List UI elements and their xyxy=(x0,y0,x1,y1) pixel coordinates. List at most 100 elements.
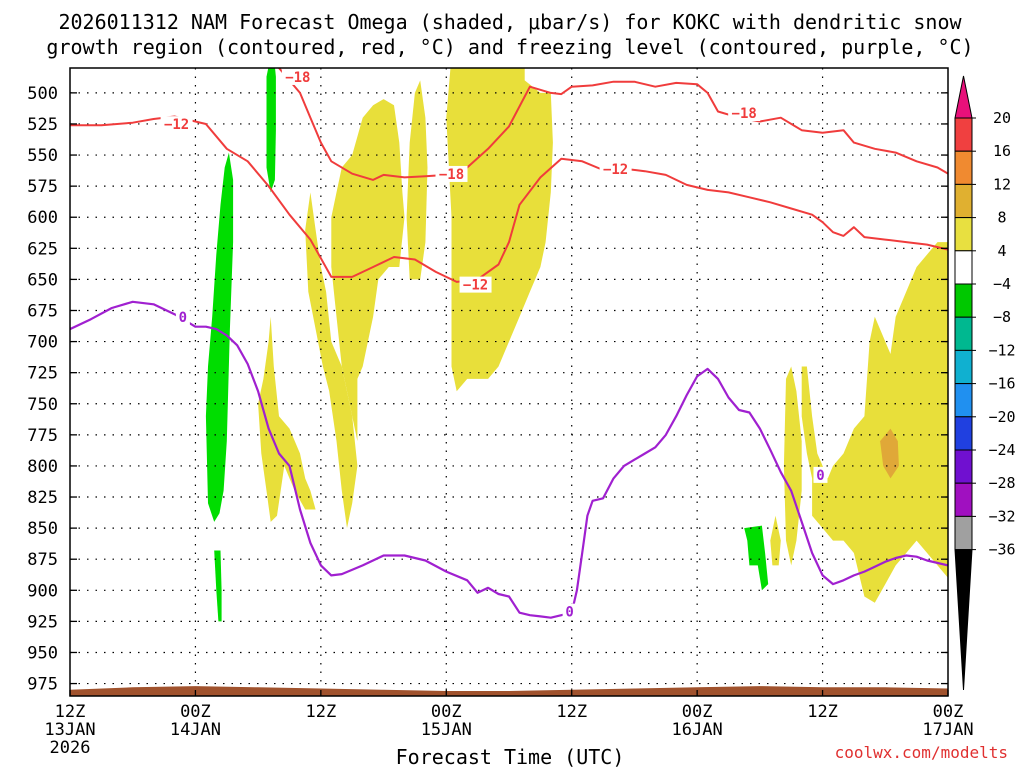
x-tick-label-60-1: 16JAN xyxy=(672,720,723,740)
x-tick-label-84-1: 17JAN xyxy=(922,720,973,740)
y-tick-label-800: 800 xyxy=(27,457,58,477)
colorbar-segment-1 xyxy=(954,150,973,185)
plot-area: −12 −18 −18 −12 −18 −12 0 0 0 xyxy=(69,67,949,697)
colorbar-label-1: 16 xyxy=(993,142,1011,160)
colorbar: 20 16 12 8 4 −4 −8 −12 −16 −20 −24 −28 −32 −36 xyxy=(954,75,1016,691)
dendritic-contour-label-0: −12 xyxy=(164,117,189,133)
colorbar-segment-7 xyxy=(954,349,973,385)
y-tick-label-750: 750 xyxy=(27,395,58,415)
chart-title-line-1: 2026011312 NAM Forecast Omega (shaded, μ… xyxy=(58,10,962,34)
omega-region-sinking-weak-4 xyxy=(258,316,316,522)
dendritic-contour-label-4: −18 xyxy=(732,106,757,122)
y-tick-label-575: 575 xyxy=(27,177,58,197)
colorbar-segment-0 xyxy=(954,117,973,152)
x-axis-label: Forecast Time (UTC) xyxy=(396,745,625,768)
colorbar-segment-12 xyxy=(954,515,973,551)
omega-region-rising-weak-0 xyxy=(266,68,276,193)
y-tick-label-700: 700 xyxy=(27,333,58,353)
colorbar-label-9: −20 xyxy=(988,408,1015,426)
x-tick-label-24-0: 12Z xyxy=(305,702,336,722)
y-tick-label-500: 500 xyxy=(27,84,58,104)
omega-region-sinking-weak-7 xyxy=(406,80,428,280)
x-tick-label-0-1: 13JAN xyxy=(44,720,95,740)
colorbar-label-6: −8 xyxy=(993,308,1011,326)
dendritic-contour-label-1: −18 xyxy=(285,70,310,86)
freezing-label-bg xyxy=(813,466,828,483)
colorbar-label-8: −16 xyxy=(988,375,1015,393)
y-tick-label-975: 975 xyxy=(27,675,58,695)
x-tick-label-84-0: 00Z xyxy=(933,702,964,722)
freezing-label-bg xyxy=(175,308,190,325)
chart-title-line-2: growth region (contoured, red, °C) and f… xyxy=(46,35,973,59)
dendritic-contour-label-3: −12 xyxy=(463,278,488,294)
y-tick-label-850: 850 xyxy=(27,519,58,539)
colorbar-segment-6 xyxy=(954,316,973,351)
x-tick-label-48-0: 12Z xyxy=(556,702,587,722)
x-tick-label-0-0: 12Z xyxy=(55,702,86,722)
freezing-level-label-0: 0 xyxy=(179,310,187,326)
colorbar-bottom-triangle xyxy=(954,549,973,691)
colorbar-segment-3 xyxy=(954,217,973,252)
x-tick-label-0-2: 2026 xyxy=(50,738,91,758)
colorbar-label-3: 8 xyxy=(997,209,1006,227)
y-tick-label-725: 725 xyxy=(27,364,58,384)
x-tick-label-72-0: 12Z xyxy=(807,702,838,722)
colorbar-segment-5 xyxy=(954,283,973,318)
colorbar-label-10: −24 xyxy=(988,441,1015,459)
plot-frame xyxy=(69,67,949,697)
omega-region-sinking-weak-11 xyxy=(770,515,781,566)
colorbar-segment-2 xyxy=(954,183,973,219)
contour-label-bg xyxy=(459,276,492,293)
grid-layer xyxy=(70,68,948,696)
omega-region-sinking-weak-8 xyxy=(446,68,553,392)
dendritic-contour-m18 xyxy=(278,68,948,181)
terrain-layer xyxy=(70,686,948,696)
x-tick-label-36-1: 15JAN xyxy=(421,720,472,740)
colorbar-label-12: −32 xyxy=(988,507,1015,525)
freezing-label-bg xyxy=(562,603,577,620)
omega-shading-layer xyxy=(205,68,948,622)
freezing-level-label-1: 0 xyxy=(565,605,573,621)
y-tick-label-650: 650 xyxy=(27,270,58,290)
y-tick-label-550: 550 xyxy=(27,146,58,166)
dendritic-contour-label-2: −18 xyxy=(439,167,464,183)
contour-label-bg xyxy=(281,68,314,85)
terrain-fill xyxy=(70,686,948,696)
colorbar-top-triangle xyxy=(954,75,973,119)
y-tick-label-875: 875 xyxy=(27,550,58,570)
contour-label-bg xyxy=(435,165,468,182)
colorbar-label-13: −36 xyxy=(988,541,1015,559)
omega-region-sinking-weak-9 xyxy=(801,242,948,603)
contour-label-bg xyxy=(160,116,193,133)
y-tick-label-825: 825 xyxy=(27,488,58,508)
x-tick-label-36-0: 00Z xyxy=(431,702,462,722)
x-tick-label-12-1: 14JAN xyxy=(170,720,221,740)
y-tick-label-675: 675 xyxy=(27,301,58,321)
dendritic-contour-m12 xyxy=(70,115,948,283)
contour-label-bg xyxy=(599,160,632,177)
omega-region-rising-weak-3 xyxy=(744,525,769,591)
y-tick-label-950: 950 xyxy=(27,643,58,663)
y-axis: 500 525 550 575 600 625 650 675 700 725 750 775 800 8… xyxy=(27,84,948,695)
colorbar-label-11: −28 xyxy=(988,474,1015,492)
y-tick-label-600: 600 xyxy=(27,208,58,228)
x-tick-label-12-0: 00Z xyxy=(180,702,211,722)
y-tick-label-925: 925 xyxy=(27,612,58,632)
x-tick-label-60-0: 00Z xyxy=(682,702,713,722)
colorbar-label-7: −12 xyxy=(988,341,1015,359)
contour-label-bg xyxy=(728,105,761,122)
omega-region-rising-weak-2 xyxy=(214,550,222,622)
y-tick-label-525: 525 xyxy=(27,115,58,135)
omega-region-sinking-mod-12 xyxy=(880,428,899,479)
colorbar-label-4: 4 xyxy=(997,242,1006,260)
colorbar-segment-8 xyxy=(954,383,973,418)
omega-region-sinking-weak-5 xyxy=(305,192,358,529)
omega-region-rising-weak-1 xyxy=(205,152,234,522)
colorbar-label-5: −4 xyxy=(993,275,1011,293)
y-tick-label-625: 625 xyxy=(27,239,58,259)
credit-text: coolwx.com/modelts xyxy=(835,743,1008,762)
colorbar-segment-9 xyxy=(954,416,973,451)
colorbar-segment-10 xyxy=(954,449,973,484)
